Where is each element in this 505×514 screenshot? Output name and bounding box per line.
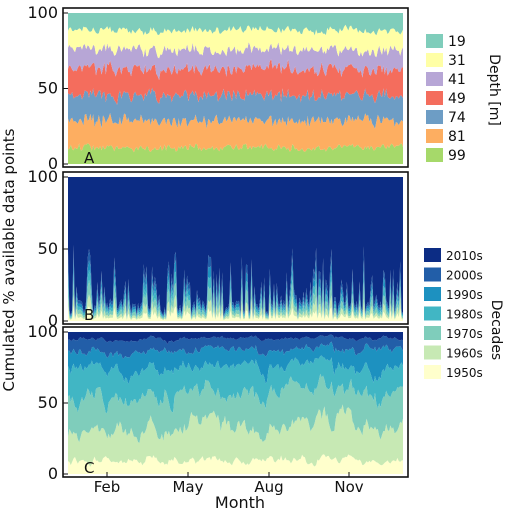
legend-label: 2000s xyxy=(446,269,483,283)
area-a-49 xyxy=(68,59,403,105)
legend-label: 1970s xyxy=(446,327,483,341)
y-tick-label: 50 xyxy=(38,239,58,258)
area-c-1950s xyxy=(68,454,403,474)
x-axis-label: Month xyxy=(215,493,265,512)
y-tick-label: 50 xyxy=(38,393,58,412)
area-a-19 xyxy=(68,13,403,36)
area-c-2010s xyxy=(68,332,403,345)
legend-label: 1960s xyxy=(446,347,483,361)
legend-a: 19 31 41 49 74 81 99 Depth [m] xyxy=(426,34,502,164)
legend-swatch xyxy=(426,110,443,124)
legend-swatch xyxy=(426,53,443,67)
panel-c: 0 50 100 C xyxy=(27,322,409,483)
panels: 0 50 100 A 19 31 41 49 74 81 99 Depth [m] 0 50 100 B 201… xyxy=(27,3,504,496)
legend-label: 81 xyxy=(448,129,466,145)
legend-label: 2010s xyxy=(446,249,483,263)
legend-swatch xyxy=(426,72,443,86)
legend-swatch xyxy=(424,248,441,262)
legend-swatch xyxy=(424,306,441,321)
panel-b: 0 50 100 B 2010s 2000s 1990s 1980s 1970s 1960s 195… xyxy=(27,167,504,380)
y-tick-label: 100 xyxy=(27,167,58,186)
legend-swatch xyxy=(424,267,441,282)
y-tick-label: 100 xyxy=(27,322,58,341)
legend-label: 49 xyxy=(448,91,466,107)
legend-label: 1980s xyxy=(446,308,483,322)
legend-swatch xyxy=(426,34,443,48)
y-tick-label: 100 xyxy=(27,3,58,22)
y-tick-label: 0 xyxy=(48,464,58,483)
legend-swatch xyxy=(424,365,441,379)
area-b-2010s xyxy=(68,177,403,317)
area-a-99 xyxy=(68,143,403,164)
panel-label: B xyxy=(84,306,94,324)
legend-label: 74 xyxy=(448,110,466,126)
legend-swatch xyxy=(424,287,441,301)
area-a-31 xyxy=(68,24,403,59)
x-tick-label: Nov xyxy=(334,478,363,496)
legend-label: 1950s xyxy=(446,366,483,380)
panel-frame xyxy=(62,326,409,478)
legend-swatch xyxy=(426,129,443,143)
area-c-1960s xyxy=(68,404,403,467)
area-c-1970s xyxy=(68,373,403,443)
legend-label: 1990s xyxy=(446,288,483,302)
area-c-1990s xyxy=(68,341,403,385)
legend-label: 19 xyxy=(448,34,466,50)
legend-swatch xyxy=(426,148,443,162)
area-a-41 xyxy=(68,42,403,80)
x-tick-label: Aug xyxy=(254,478,283,496)
panel-label: C xyxy=(84,459,94,477)
y-tick-label: 50 xyxy=(38,79,58,98)
area-c-1980s xyxy=(68,355,403,414)
legend-label: 41 xyxy=(448,72,466,88)
legend-swatch xyxy=(424,345,441,360)
panel-a: 0 50 100 A 19 31 41 49 74 81 99 Depth [m] xyxy=(27,3,502,173)
x-axis: Feb May Aug Nov xyxy=(94,472,364,496)
panel-frame xyxy=(62,171,409,325)
y-axis-label: Cumulated % available data points xyxy=(0,128,18,391)
area-a-74 xyxy=(68,87,403,129)
y-tick-label: 0 xyxy=(48,154,58,173)
legend-title: Decades xyxy=(488,300,504,360)
y-tick-label: 0 xyxy=(48,311,58,330)
legend-b: 2010s 2000s 1990s 1980s 1970s 1960s 1950s Decad… xyxy=(424,248,504,380)
legend-label: 31 xyxy=(448,53,466,69)
legend-label: 99 xyxy=(448,148,466,164)
legend-title: Depth [m] xyxy=(486,54,502,126)
area-c-2000s xyxy=(68,334,403,359)
x-tick-label: May xyxy=(172,478,203,496)
legend-swatch xyxy=(424,326,441,340)
panel-label: A xyxy=(84,149,95,167)
x-tick-label: Feb xyxy=(94,478,121,496)
area-a-81 xyxy=(68,113,403,153)
panel-frame xyxy=(62,7,409,168)
area-b-1950s xyxy=(68,305,403,321)
legend-swatch xyxy=(426,91,443,105)
